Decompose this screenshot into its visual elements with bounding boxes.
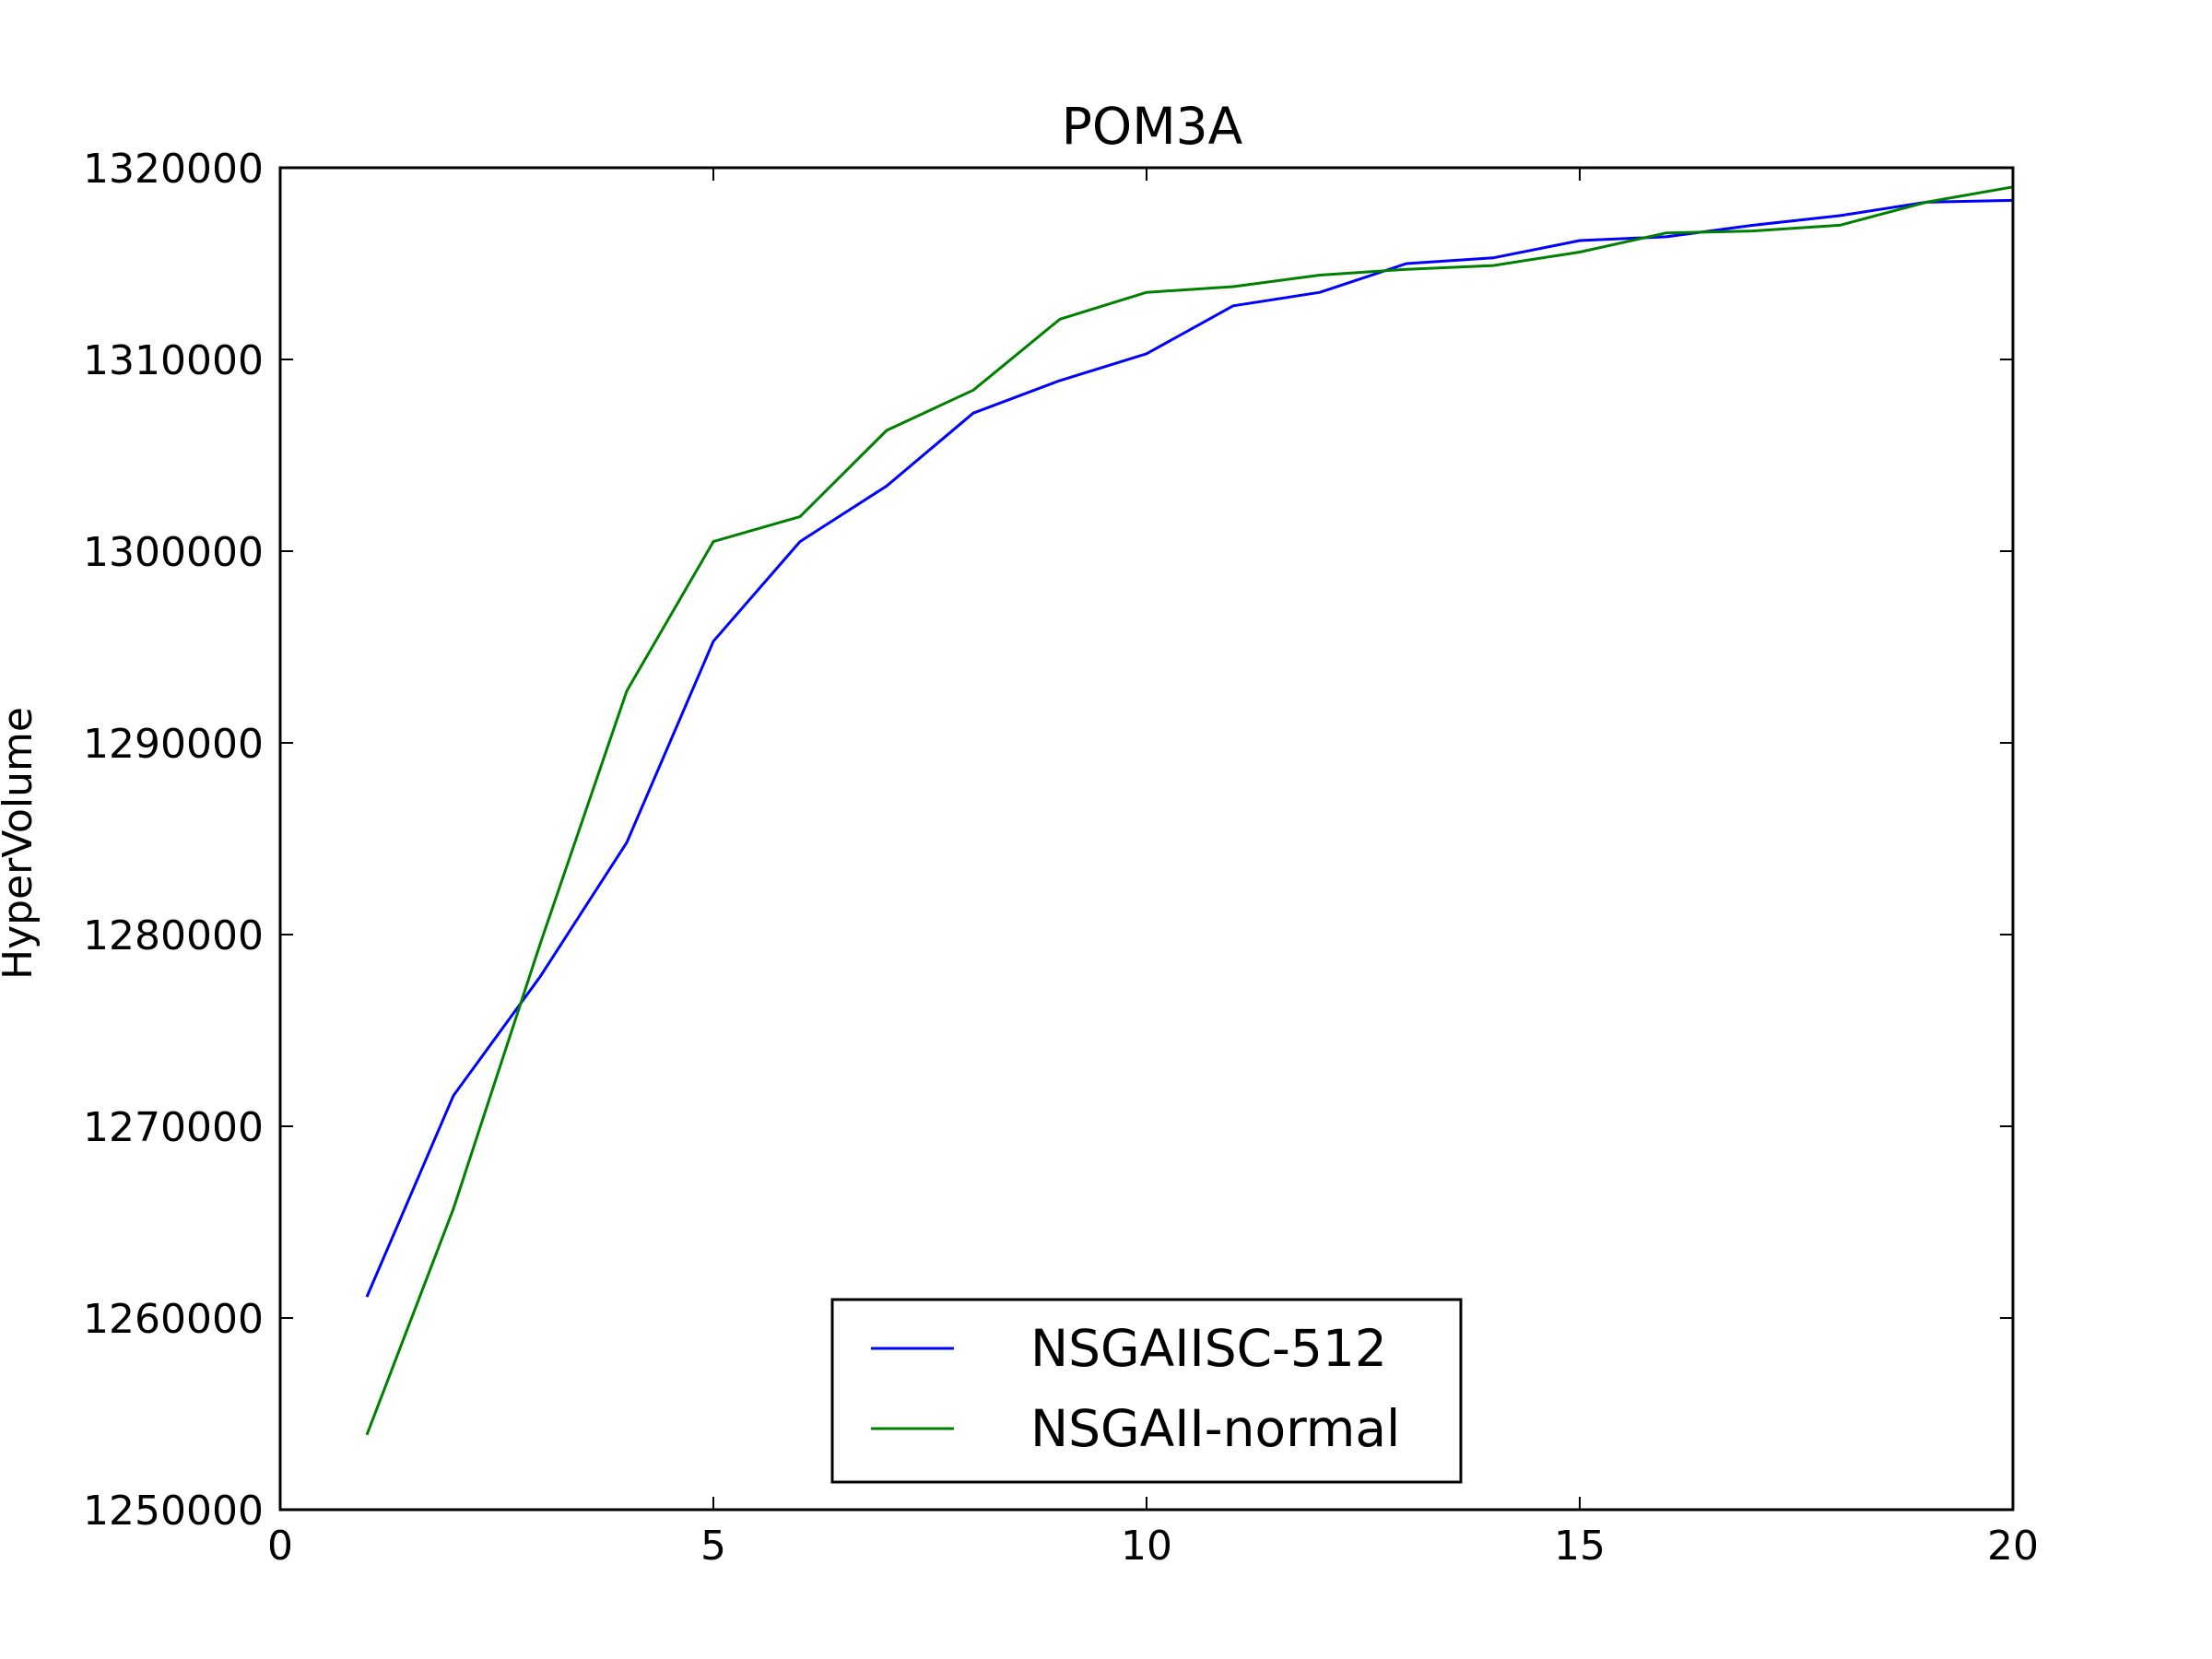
y-tick-label: 1270000	[83, 1104, 264, 1151]
legend-box	[830, 1298, 1463, 1484]
y-tick-label: 1300000	[83, 529, 264, 576]
x-tick-label: 5	[700, 1523, 726, 1570]
y-tick-label: 1260000	[83, 1296, 264, 1343]
series-layer	[365, 185, 2014, 1436]
x-tick-label: 10	[1121, 1523, 1172, 1570]
y-tick-label: 1290000	[83, 721, 264, 768]
ticks-layer: 0 5 10 15 20 1250000 1260000 1270000 1280000 1290…	[83, 146, 2039, 1570]
y-tick-label: 1320000	[83, 146, 264, 193]
x-tick-label: 15	[1554, 1523, 1606, 1570]
y-axis-title: HyperVolume	[0, 707, 41, 980]
series-line-nsgaiisc-512	[365, 198, 2014, 1298]
legend-label-nsgaiisc-512: NSGAIISC-512	[1030, 1319, 1387, 1378]
y-tick-label: 1280000	[83, 912, 264, 959]
y-tick-label: 1310000	[83, 337, 264, 384]
x-tick-label: 20	[1987, 1523, 2039, 1570]
plot-frame	[278, 166, 2015, 1512]
legend-label-nsgaii-normal: NSGAII-normal	[1030, 1399, 1400, 1458]
series-line-nsgaii-normal	[365, 185, 2014, 1436]
legend: NSGAIISC-512 NSGAII-normal	[830, 1298, 1463, 1484]
chart-title: POM3A	[1062, 97, 1243, 156]
y-tick-label: 1250000	[83, 1488, 264, 1535]
x-tick-label: 0	[267, 1523, 293, 1570]
